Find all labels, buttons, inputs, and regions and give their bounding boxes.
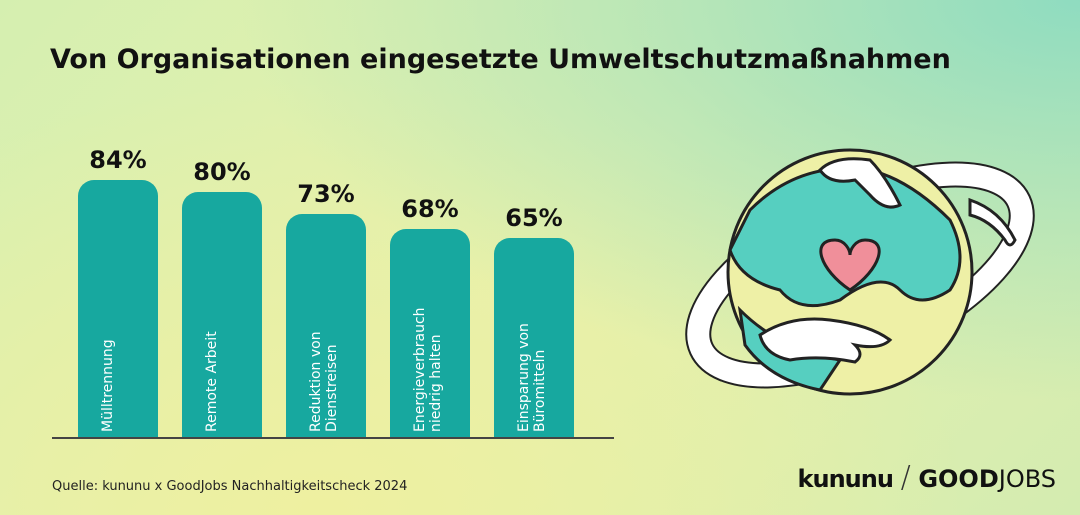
chart-title: Von Organisationen eingesetzte Umweltsch…	[50, 44, 951, 75]
bar	[78, 179, 158, 437]
value-label: 68%	[401, 194, 459, 223]
category-label: Reduktion von Dienstreisen	[308, 331, 340, 432]
bar	[182, 192, 262, 437]
category-label: Energieverbrauch niedrig halten	[412, 307, 444, 432]
baseline	[52, 437, 614, 439]
bar	[494, 238, 574, 437]
category-label: Mülltrennung	[100, 339, 116, 432]
bar	[390, 228, 470, 437]
value-label: 65%	[505, 204, 563, 233]
chart: 84% Mülltrennung 80% Remote Arbeit 73% Redukt…	[78, 145, 574, 437]
category-label: Einsparung von Büromitteln	[516, 323, 548, 432]
logo-separator: /	[900, 460, 911, 495]
logo-jobs: JOBS	[998, 465, 1056, 493]
value-label: 73%	[297, 179, 355, 208]
logo-good: GOOD	[918, 465, 999, 493]
bar	[286, 213, 366, 437]
value-label: 80%	[193, 158, 251, 187]
logos: kununu / GOODJOBS	[798, 460, 1056, 495]
value-label: 84%	[89, 145, 147, 174]
illustration	[685, 148, 1035, 396]
logo-kununu: kununu	[797, 465, 894, 493]
source-note: Quelle: kununu x GoodJobs Nachhaltigkeit…	[52, 479, 408, 494]
category-label: Remote Arbeit	[204, 331, 220, 432]
